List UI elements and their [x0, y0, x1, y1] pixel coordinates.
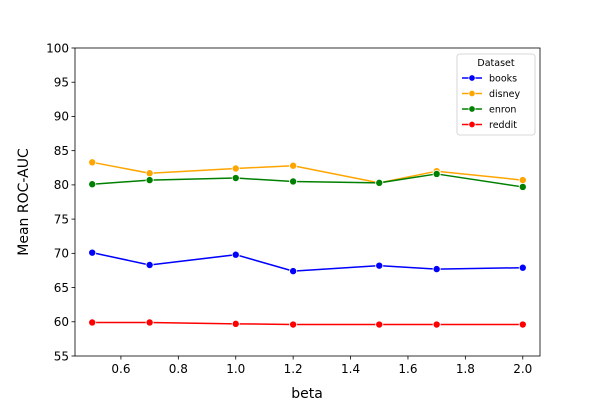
data-point-books	[289, 267, 298, 276]
y-tick-label: 60	[54, 315, 69, 329]
x-tick-label: 1.4	[341, 362, 360, 376]
y-tick-label: 80	[54, 178, 69, 192]
series-line-reddit	[92, 321, 523, 326]
legend-label: books	[489, 73, 517, 84]
x-tick-label: 0.8	[169, 362, 188, 376]
x-tick-label: 1.6	[398, 362, 417, 376]
legend-entry-enron: enron	[462, 104, 516, 115]
data-point-enron	[518, 182, 527, 191]
plot-area	[88, 158, 527, 329]
x-tick-label: 1.0	[226, 362, 245, 376]
legend-marker	[468, 74, 476, 82]
legend-title: Dataset	[477, 58, 514, 69]
data-point-books	[145, 260, 154, 269]
axes: 0.6 0.8 1.0 1.2 1.4 1.6 1.8 2.0 55 60 65 70 75 80 85 90…	[46, 41, 541, 376]
series-line-books	[92, 251, 523, 272]
data-point-enron	[88, 180, 97, 189]
data-point-reddit	[289, 320, 298, 329]
data-point-disney	[289, 161, 298, 170]
legend: Dataset books disney enron reddit	[456, 53, 536, 136]
axes-frame	[74, 47, 541, 357]
legend-frame	[456, 53, 536, 136]
y-tick-label: 85	[54, 144, 69, 158]
data-point-reddit	[88, 318, 97, 327]
data-point-books	[231, 250, 240, 259]
data-point-enron	[432, 169, 441, 178]
y-tick-label: 55	[54, 349, 69, 363]
data-point-disney	[88, 158, 97, 167]
x-tick-label: 1.8	[456, 362, 475, 376]
data-point-disney	[518, 176, 527, 185]
data-point-disney	[145, 169, 154, 178]
y-tick-label: 65	[54, 281, 69, 295]
data-point-books	[375, 261, 384, 270]
data-point-reddit	[432, 320, 441, 329]
legend-entry-books: books	[462, 73, 517, 84]
data-point-books	[432, 265, 441, 274]
y-tick-label: 95	[54, 76, 69, 90]
x-tick-label: 2.0	[513, 362, 532, 376]
y-tick-label: 70	[54, 247, 69, 261]
legend-label: disney	[489, 89, 520, 100]
data-point-reddit	[145, 318, 154, 327]
legend-entry-disney: disney	[462, 89, 520, 100]
data-point-enron	[231, 174, 240, 183]
data-point-books	[518, 263, 527, 272]
y-tick-label: 90	[54, 110, 69, 124]
data-point-reddit	[231, 319, 240, 328]
legend-label: reddit	[489, 120, 517, 131]
data-point-disney	[231, 164, 240, 173]
y-axis-label: Mean ROC-AUC	[16, 148, 32, 256]
data-point-books	[88, 248, 97, 257]
data-point-enron	[145, 176, 154, 185]
y-tick-label: 75	[54, 212, 69, 226]
x-axis-label: beta	[291, 386, 323, 400]
data-point-enron	[375, 178, 384, 187]
data-point-enron	[289, 177, 298, 186]
x-tick-label: 1.2	[284, 362, 303, 376]
data-point-reddit	[375, 320, 384, 329]
legend-marker	[468, 120, 476, 129]
legend-marker	[468, 105, 476, 113]
legend-entry-reddit: reddit	[462, 120, 517, 131]
series-line-enron	[92, 173, 523, 188]
x-tick-label: 0.6	[111, 362, 130, 376]
legend-label: enron	[489, 104, 516, 115]
y-tick-label: 100	[46, 41, 69, 55]
legend-marker	[468, 89, 476, 98]
data-point-reddit	[518, 320, 527, 329]
